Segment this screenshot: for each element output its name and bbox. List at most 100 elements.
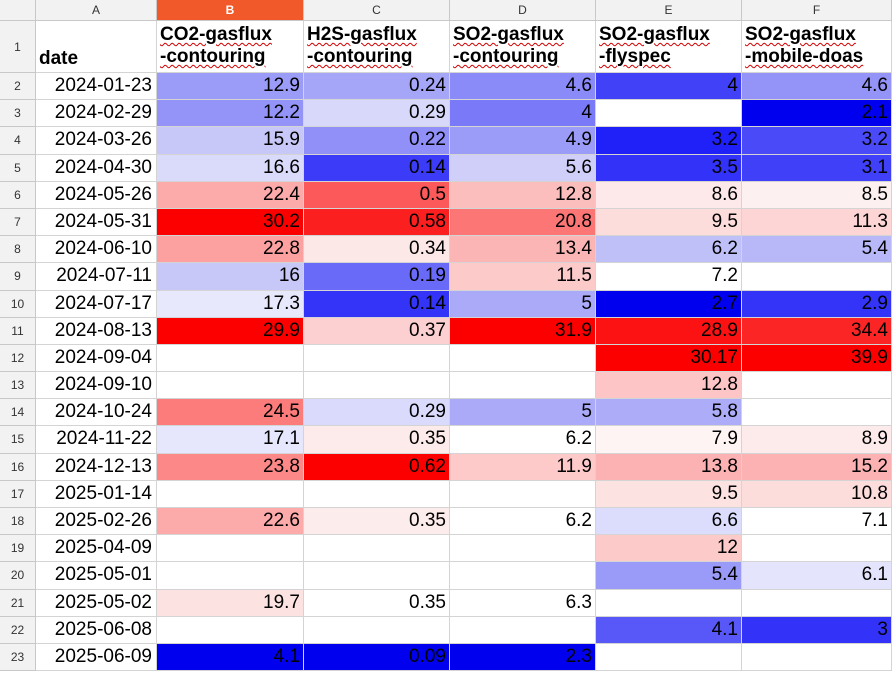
value-cell-d[interactable]: 13.4 — [450, 236, 596, 264]
value-cell-b[interactable] — [157, 344, 304, 373]
value-cell-e[interactable]: 7.2 — [596, 263, 742, 291]
value-cell-e[interactable]: 2.7 — [596, 290, 742, 318]
value-cell-b[interactable] — [157, 562, 304, 590]
value-cell-f[interactable]: 8.9 — [742, 426, 892, 454]
row-header-22[interactable]: 22 — [0, 616, 36, 644]
date-cell[interactable]: 2024-02-29 — [36, 100, 157, 128]
header-cell-d[interactable]: SO2-gasflux -contouring — [450, 21, 596, 73]
value-cell-f[interactable]: 7.1 — [742, 508, 892, 536]
value-cell-e[interactable] — [596, 100, 742, 128]
value-cell-c[interactable]: 0.14 — [304, 290, 450, 318]
column-header-e[interactable]: E — [596, 0, 742, 21]
value-cell-e[interactable]: 28.9 — [596, 317, 742, 345]
value-cell-f[interactable] — [742, 399, 892, 427]
value-cell-f[interactable] — [742, 643, 892, 672]
value-cell-d[interactable]: 4 — [450, 100, 596, 128]
value-cell-f[interactable]: 34.4 — [742, 317, 892, 345]
value-cell-b[interactable]: 30.2 — [157, 208, 304, 237]
date-cell[interactable]: 2024-11-22 — [36, 426, 157, 454]
value-cell-b[interactable]: 4.1 — [157, 643, 304, 672]
date-cell[interactable]: 2024-07-17 — [36, 290, 157, 318]
value-cell-f[interactable] — [742, 589, 892, 617]
value-cell-c[interactable]: 0.5 — [304, 181, 450, 209]
value-cell-e[interactable]: 9.5 — [596, 480, 742, 508]
value-cell-c[interactable]: 0.62 — [304, 453, 450, 481]
row-header-12[interactable]: 12 — [0, 344, 36, 373]
value-cell-d[interactable]: 12.8 — [450, 181, 596, 209]
row-header-16[interactable]: 16 — [0, 453, 36, 481]
value-cell-b[interactable] — [157, 535, 304, 563]
value-cell-f[interactable]: 3.1 — [742, 154, 892, 182]
value-cell-d[interactable] — [450, 535, 596, 563]
value-cell-c[interactable] — [304, 480, 450, 508]
column-header-b[interactable]: B — [157, 0, 304, 21]
date-cell[interactable]: 2025-04-09 — [36, 535, 157, 563]
date-cell[interactable]: 2024-03-26 — [36, 127, 157, 155]
value-cell-e[interactable]: 5.8 — [596, 399, 742, 427]
row-header-21[interactable]: 21 — [0, 589, 36, 617]
value-cell-f[interactable] — [742, 535, 892, 563]
value-cell-c[interactable]: 0.29 — [304, 399, 450, 427]
row-header-23[interactable]: 23 — [0, 643, 36, 672]
row-header-15[interactable]: 15 — [0, 426, 36, 454]
row-header-7[interactable]: 7 — [0, 208, 36, 237]
date-cell[interactable]: 2025-06-09 — [36, 643, 157, 672]
value-cell-d[interactable]: 31.9 — [450, 317, 596, 345]
value-cell-f[interactable]: 4.6 — [742, 73, 892, 101]
value-cell-b[interactable] — [157, 616, 304, 644]
value-cell-b[interactable]: 17.1 — [157, 426, 304, 454]
date-cell[interactable]: 2024-05-26 — [36, 181, 157, 209]
value-cell-c[interactable] — [304, 344, 450, 373]
value-cell-d[interactable]: 4.6 — [450, 73, 596, 101]
header-cell-f[interactable]: SO2-gasflux -mobile-doas — [742, 21, 892, 73]
value-cell-d[interactable]: 2.3 — [450, 643, 596, 672]
value-cell-d[interactable] — [450, 344, 596, 373]
value-cell-d[interactable]: 4.9 — [450, 127, 596, 155]
value-cell-c[interactable]: 0.58 — [304, 208, 450, 237]
value-cell-c[interactable] — [304, 372, 450, 400]
value-cell-d[interactable]: 6.2 — [450, 426, 596, 454]
value-cell-f[interactable] — [742, 372, 892, 400]
value-cell-e[interactable]: 4.1 — [596, 616, 742, 644]
row-header-8[interactable]: 8 — [0, 236, 36, 264]
value-cell-f[interactable]: 2.1 — [742, 100, 892, 128]
header-cell-c[interactable]: H2S-gasflux -contouring — [304, 21, 450, 73]
header-cell-a[interactable]: date — [36, 21, 157, 73]
value-cell-b[interactable]: 17.3 — [157, 290, 304, 318]
value-cell-c[interactable]: 0.34 — [304, 236, 450, 264]
value-cell-c[interactable]: 0.22 — [304, 127, 450, 155]
value-cell-d[interactable]: 11.5 — [450, 263, 596, 291]
value-cell-e[interactable]: 3.5 — [596, 154, 742, 182]
date-cell[interactable]: 2025-05-01 — [36, 562, 157, 590]
value-cell-c[interactable]: 0.24 — [304, 73, 450, 101]
row-header-3[interactable]: 3 — [0, 100, 36, 128]
value-cell-d[interactable]: 11.9 — [450, 453, 596, 481]
date-cell[interactable]: 2024-09-04 — [36, 344, 157, 373]
value-cell-e[interactable]: 12.8 — [596, 372, 742, 400]
value-cell-f[interactable]: 2.9 — [742, 290, 892, 318]
row-header-14[interactable]: 14 — [0, 399, 36, 427]
value-cell-d[interactable]: 6.2 — [450, 508, 596, 536]
value-cell-e[interactable] — [596, 643, 742, 672]
value-cell-c[interactable] — [304, 535, 450, 563]
value-cell-c[interactable]: 0.19 — [304, 263, 450, 291]
value-cell-f[interactable]: 5.4 — [742, 236, 892, 264]
value-cell-b[interactable]: 19.7 — [157, 589, 304, 617]
select-all-corner[interactable] — [0, 0, 36, 21]
value-cell-b[interactable] — [157, 480, 304, 508]
value-cell-e[interactable]: 30.17 — [596, 344, 742, 373]
date-cell[interactable]: 2024-09-10 — [36, 372, 157, 400]
value-cell-c[interactable] — [304, 616, 450, 644]
value-cell-b[interactable]: 22.8 — [157, 236, 304, 264]
date-cell[interactable]: 2024-08-13 — [36, 317, 157, 345]
row-header-9[interactable]: 9 — [0, 263, 36, 291]
value-cell-e[interactable]: 6.2 — [596, 236, 742, 264]
value-cell-e[interactable] — [596, 589, 742, 617]
value-cell-c[interactable]: 0.37 — [304, 317, 450, 345]
value-cell-c[interactable]: 0.35 — [304, 589, 450, 617]
value-cell-c[interactable]: 0.35 — [304, 508, 450, 536]
date-cell[interactable]: 2025-01-14 — [36, 480, 157, 508]
value-cell-b[interactable]: 22.6 — [157, 508, 304, 536]
value-cell-d[interactable] — [450, 480, 596, 508]
column-header-f[interactable]: F — [742, 0, 892, 21]
